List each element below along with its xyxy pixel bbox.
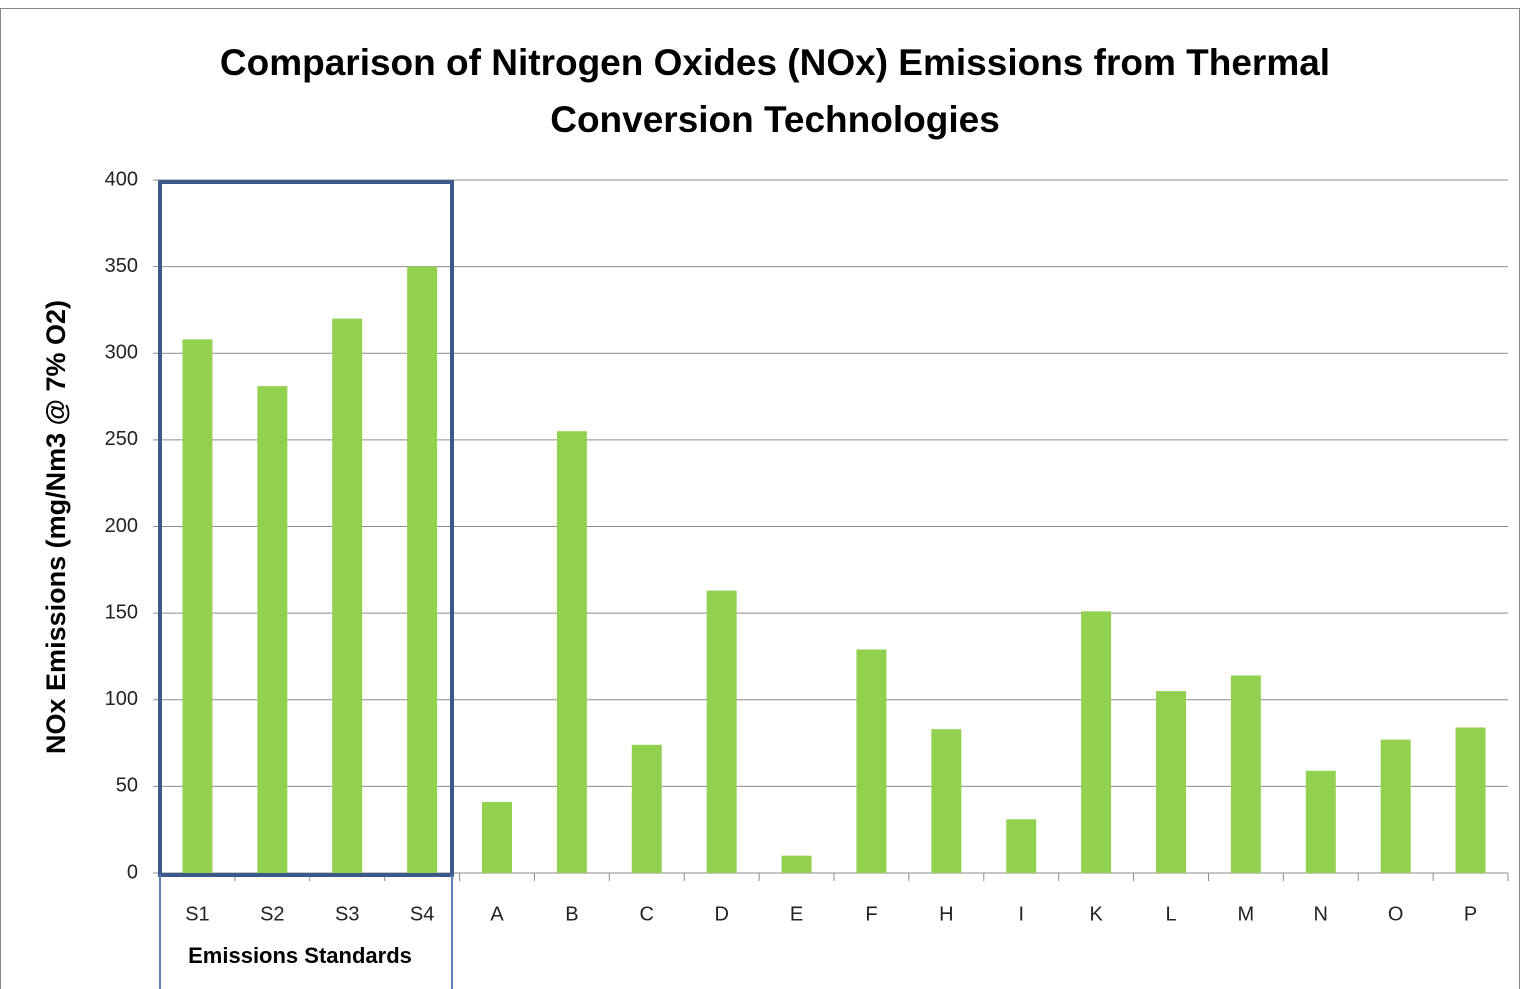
bar — [706, 590, 737, 873]
bar — [931, 729, 962, 873]
bar — [781, 855, 812, 873]
bar — [1006, 819, 1037, 873]
y-tick-label: 50 — [116, 775, 138, 797]
x-tick-label: K — [1089, 903, 1103, 925]
bar — [1156, 691, 1186, 873]
chart-frame — [0, 8, 1520, 989]
x-tick-label: H — [939, 903, 953, 925]
y-tick-label: 250 — [105, 428, 138, 450]
y-tick-label: 150 — [105, 601, 138, 623]
bar — [631, 744, 662, 873]
bar — [482, 801, 512, 873]
highlight-box — [158, 180, 454, 877]
bar — [1081, 611, 1112, 873]
x-tick-label: S2 — [260, 903, 284, 925]
x-tick-label: L — [1165, 903, 1176, 925]
bar — [1455, 727, 1486, 873]
x-tick-label: S1 — [185, 903, 209, 925]
x-tick-label: S4 — [410, 903, 434, 925]
y-tick-label: 350 — [105, 255, 138, 277]
bar — [257, 386, 288, 873]
bar — [556, 431, 587, 873]
x-tick-label: E — [790, 903, 803, 925]
x-tick-label: O — [1388, 903, 1404, 925]
bar — [1230, 675, 1261, 873]
x-tick-label: B — [565, 903, 578, 925]
x-tick-label: A — [490, 903, 504, 925]
bar — [332, 318, 363, 874]
chart-title: Comparison of Nitrogen Oxides (NOx) Emis… — [219, 42, 1331, 140]
bar — [1380, 739, 1411, 873]
x-tick-label: M — [1238, 903, 1255, 925]
x-tick-label: S3 — [335, 903, 359, 925]
x-tick-label: N — [1314, 903, 1328, 925]
annotation: Emissions Standards — [188, 943, 412, 968]
x-tick-label: I — [1018, 903, 1024, 925]
y-tick-label: 300 — [105, 342, 138, 364]
bar — [182, 339, 213, 873]
bar — [856, 649, 887, 873]
x-tick-label: F — [865, 903, 877, 925]
x-tick-label: D — [714, 903, 728, 925]
y-tick-label: 200 — [105, 515, 138, 537]
bar — [407, 266, 438, 873]
y-axis-label: NOx Emissions (mg/Nm3 @ 7% O2) — [41, 300, 71, 754]
bar — [1305, 770, 1336, 873]
x-tick-label: C — [640, 903, 654, 925]
y-tick-label: 100 — [105, 688, 138, 710]
y-tick-label: 400 — [105, 168, 138, 190]
x-tick-label: P — [1464, 903, 1477, 925]
y-tick-label: 0 — [127, 861, 138, 883]
